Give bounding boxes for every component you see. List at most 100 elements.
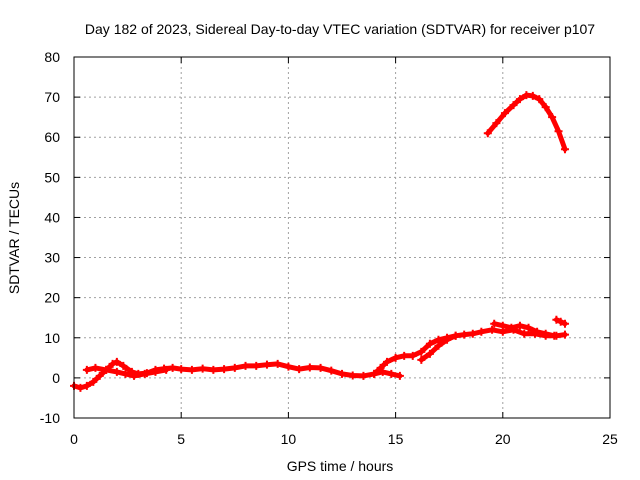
data-point [556,317,565,326]
data-point [119,361,128,370]
x-tick-label: 0 [70,431,78,447]
data-point [460,330,469,339]
x-axis-label: GPS time / hours [287,458,394,474]
data-point [95,371,104,380]
data-point [524,323,533,332]
data-point [417,347,426,356]
data-point [198,364,207,373]
x-tick-label: 5 [177,431,185,447]
data-points [70,91,569,392]
data-point [82,365,91,374]
x-tick-label: 25 [602,431,618,447]
data-point [284,362,293,371]
series-main-track-C [370,367,404,380]
data-point [220,365,229,374]
data-point [338,369,346,378]
data-point [443,335,452,344]
plot-frame [73,56,611,419]
data-point [533,327,542,336]
data-point [500,109,509,118]
data-point [541,329,550,338]
data-point [477,327,486,336]
data-point [241,361,250,370]
data-point [408,351,417,360]
data-point [535,95,544,104]
data-point [177,365,186,374]
data-point [451,331,460,340]
data-point [187,365,196,374]
data-point [89,377,98,386]
data-point [560,319,569,328]
data-point [548,113,557,122]
data-point [395,371,404,380]
x-tick-label: 20 [495,431,511,447]
data-point [295,365,304,374]
data-point [554,127,563,136]
data-point [76,383,85,392]
data-point [82,381,91,390]
grid [74,57,610,418]
data-point [507,323,516,332]
data-point [140,369,149,378]
data-point [492,119,501,128]
data-point [417,355,426,364]
data-point [91,363,100,372]
data-point [112,357,121,366]
data-point [327,366,336,375]
x-tick-label: 10 [281,431,297,447]
data-point [121,369,130,378]
data-point [209,365,218,374]
chart-title: Day 182 of 2023, Sidereal Day-to-day VTE… [85,21,595,37]
ticks: 0 5 10 15 20 25 -10 0 10 20 30 40 50 60 70 80 [40,49,618,447]
data-point [498,321,507,330]
data-point [108,359,117,368]
data-point [151,367,160,376]
data-point [102,365,111,374]
series-high-arc [483,91,569,154]
data-point [252,361,261,370]
data-point [370,369,379,378]
data-point [387,369,396,378]
y-tick-label: 0 [52,370,60,386]
series-main-track-E [490,319,559,340]
y-tick-label: 70 [44,89,60,105]
data-point [468,329,477,338]
data-point [273,359,282,368]
y-tick-label: 30 [44,250,60,266]
data-point [425,349,434,358]
data-point [560,145,569,154]
data-point [509,101,518,110]
y-tick-label: 40 [44,209,60,225]
data-point [550,331,559,340]
series-main-track-B [82,363,171,380]
data-point [162,365,171,374]
series-main-track-F [552,315,569,328]
series-line [371,369,403,379]
x-tick-label: 15 [388,431,404,447]
y-tick-label: 10 [44,330,60,346]
series-main-track-A [70,325,569,392]
data-point [488,325,497,334]
y-tick-label: 60 [44,129,60,145]
series-main-track-D [417,331,460,364]
data-point [515,95,524,104]
data-point [112,367,121,376]
data-point [490,319,499,328]
data-point [383,357,392,366]
data-point [520,329,529,338]
data-point [541,103,550,112]
data-point [515,321,524,330]
data-point [528,91,537,100]
data-point [230,363,239,372]
data-point [434,341,443,350]
series-line [71,327,568,391]
data-point [552,315,561,324]
data-point [425,339,434,348]
data-point [560,330,569,339]
data-point [378,367,387,376]
data-point [400,351,409,360]
y-tick-label: 50 [44,169,60,185]
data-point [130,371,139,380]
y-tick-label: 80 [44,49,60,65]
